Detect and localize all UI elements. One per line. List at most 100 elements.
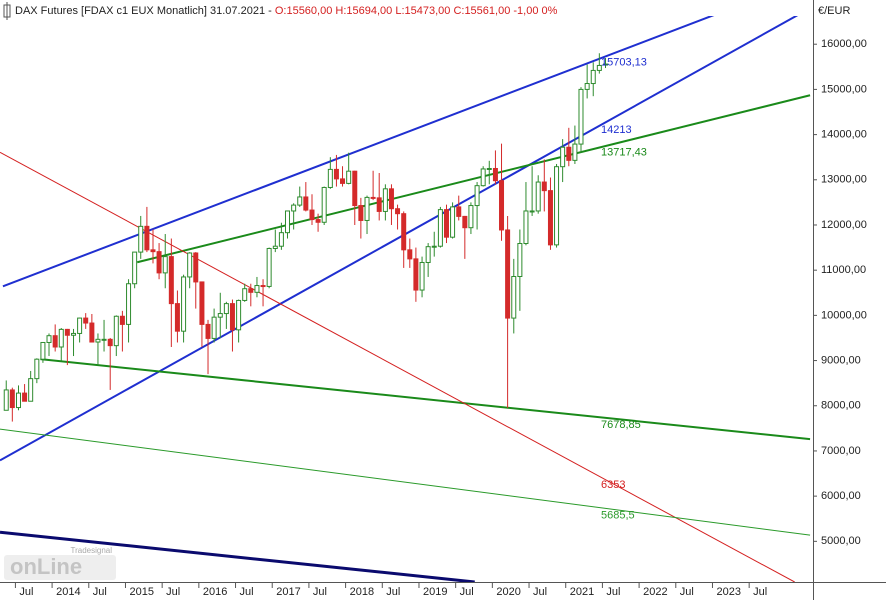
- candle-body: [199, 281, 205, 325]
- candle-body: [578, 88, 584, 145]
- candle-body: [217, 313, 223, 318]
- candle-body: [407, 249, 413, 260]
- candle-body: [382, 188, 388, 212]
- candle-body: [138, 225, 144, 253]
- candle-body: [58, 328, 64, 348]
- candle-body: [64, 328, 70, 336]
- candle-body: [28, 378, 34, 402]
- trend-label: 6353: [601, 479, 625, 491]
- trend-line: [136, 94, 811, 264]
- candle-body: [340, 178, 346, 184]
- candle-body: [174, 303, 180, 332]
- candle-body: [370, 196, 376, 199]
- y-tick-label: 15000,00: [821, 83, 867, 95]
- candle-body: [40, 341, 46, 360]
- candle-body: [89, 322, 95, 343]
- x-tick-label: Jul: [240, 586, 254, 598]
- candle-body: [150, 249, 156, 253]
- trend-label: 7678,85: [601, 419, 641, 431]
- trend-line: [0, 530, 475, 582]
- trend-label: 13717,43: [601, 146, 647, 158]
- x-tick-label: Jul: [460, 586, 474, 598]
- candle-body: [266, 247, 272, 287]
- x-tick-label: 2020: [496, 586, 520, 598]
- candle-body: [187, 252, 193, 278]
- candle-body: [9, 389, 15, 409]
- candle-body: [132, 251, 138, 285]
- candle-body: [364, 196, 370, 221]
- x-tick-label: 2018: [350, 586, 374, 598]
- x-tick-label: 2015: [129, 586, 153, 598]
- header: DAX Futures [FDAX c1 EUX Monatlich] 31.0…: [3, 2, 558, 20]
- candle-body: [419, 261, 425, 291]
- candle-body: [211, 316, 217, 339]
- x-tick-label: Jul: [753, 586, 767, 598]
- x-tick-label: 2021: [570, 586, 594, 598]
- candle-body: [101, 338, 107, 341]
- candle-body: [425, 246, 431, 263]
- candle-body: [499, 180, 505, 231]
- x-tick-label: Jul: [19, 586, 33, 598]
- candle-body: [346, 170, 352, 184]
- x-tick-label: Jul: [313, 586, 327, 598]
- candle-body: [468, 205, 474, 229]
- candle-body: [71, 332, 77, 336]
- plot: [0, 16, 811, 582]
- candle-body: [162, 256, 168, 274]
- x-tick-label: 2023: [716, 586, 740, 598]
- candle-body: [437, 209, 443, 247]
- candle-body: [431, 245, 437, 248]
- candle-body: [401, 213, 407, 251]
- candle-body: [248, 288, 254, 293]
- candle-body: [560, 146, 566, 168]
- logo-small: Tradesignal: [70, 546, 112, 555]
- candle-body: [358, 205, 364, 221]
- candle-body: [113, 315, 119, 347]
- candle-body: [303, 196, 309, 211]
- trend-line: [0, 428, 811, 536]
- y-tick-label: 5000,00: [821, 535, 861, 547]
- x-tick-label: 2014: [56, 586, 80, 598]
- candle-body: [260, 285, 266, 288]
- candle-body: [46, 335, 52, 343]
- candle-body: [541, 181, 547, 192]
- candle-body: [126, 283, 132, 325]
- candle-body: [523, 210, 529, 245]
- candle-body: [474, 185, 480, 207]
- candle-body: [156, 251, 162, 274]
- candle-body: [144, 225, 150, 251]
- logo: Tradesignal onLine: [4, 546, 116, 580]
- trend-label: 14213: [601, 124, 632, 136]
- candle-body: [181, 276, 187, 332]
- candle-body: [193, 252, 199, 283]
- candle-body: [107, 338, 113, 347]
- y-tick-label: 13000,00: [821, 174, 867, 186]
- y-tick-label: 16000,00: [821, 38, 867, 50]
- candle-body: [284, 210, 290, 234]
- logo-box: [4, 555, 116, 580]
- candle-body: [297, 196, 303, 206]
- candle-body: [462, 215, 468, 229]
- y-tick-label: 6000,00: [821, 490, 861, 502]
- x-tick-label: Jul: [680, 586, 694, 598]
- candle-body: [352, 170, 358, 207]
- x-tick-label: Jul: [386, 586, 400, 598]
- x-tick-label: Jul: [606, 586, 620, 598]
- candle-body: [95, 338, 101, 343]
- y-tick-label: 14000,00: [821, 129, 867, 141]
- candle-body: [205, 323, 211, 339]
- x-tick-label: Jul: [166, 586, 180, 598]
- candle-body: [456, 206, 462, 217]
- candle-body: [278, 232, 284, 247]
- candle-body: [333, 168, 339, 180]
- candle-body: [590, 69, 596, 85]
- candle-body: [554, 166, 560, 246]
- quote: O:15560,00 H:15694,00 L:15473,00 C:15561…: [275, 5, 558, 17]
- candle-body: [119, 315, 125, 325]
- trend-line: [40, 358, 811, 441]
- candle-body: [52, 335, 58, 348]
- candle-body: [242, 288, 248, 301]
